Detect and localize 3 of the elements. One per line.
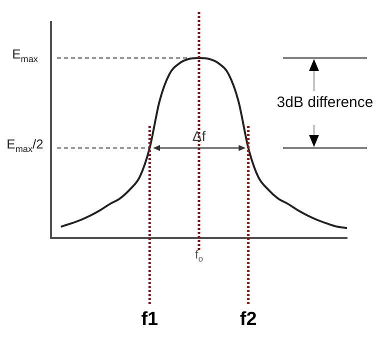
annotation: Δf [192, 128, 206, 144]
x-tick-label: f1 [141, 309, 159, 330]
x-tick-label: f2 [240, 309, 257, 330]
